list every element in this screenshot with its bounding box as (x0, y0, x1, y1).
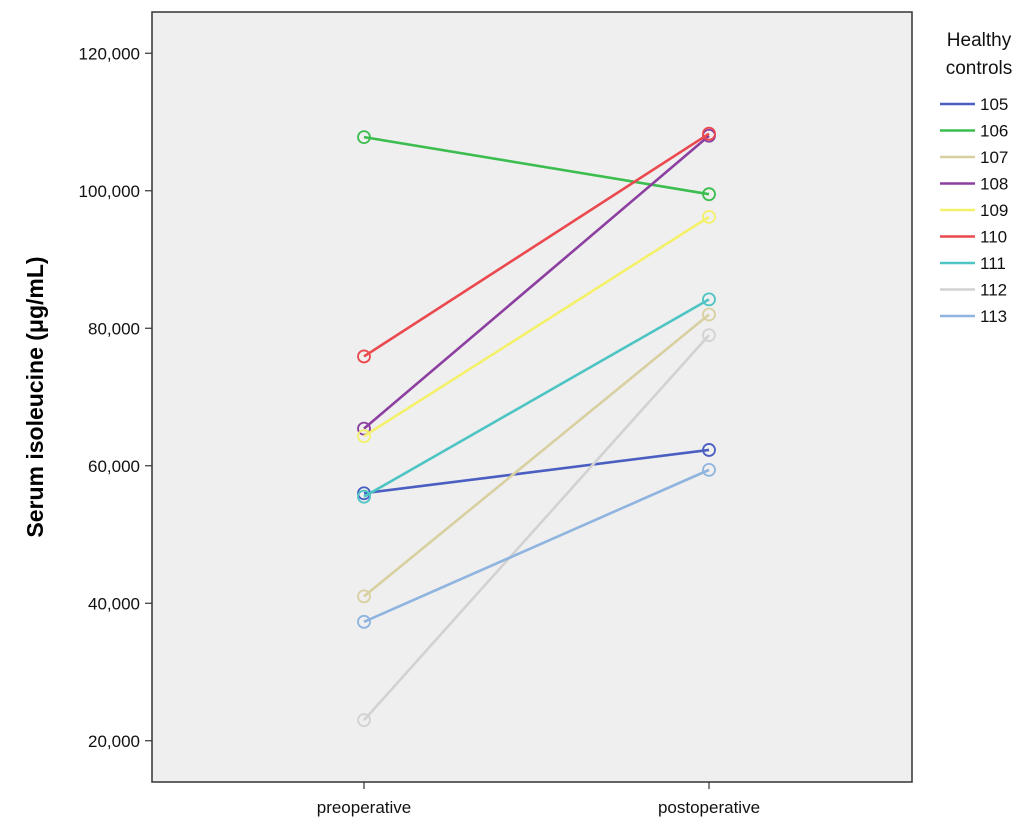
legend-label: 112 (980, 281, 1007, 300)
series-line (363, 134, 710, 430)
series-105 (357, 443, 716, 501)
legend-label: 111 (980, 254, 1006, 273)
x-axis: preoperative postoperative (317, 782, 760, 817)
data-point (357, 349, 371, 364)
legend-item: 110 (940, 228, 1007, 247)
legend-label: 107 (980, 148, 1008, 167)
legend-label: 110 (980, 228, 1007, 247)
series-111 (357, 292, 716, 504)
series-109 (357, 209, 716, 444)
data-point (702, 328, 716, 343)
data-point (702, 187, 716, 202)
data-point (702, 462, 716, 477)
series-layer (357, 126, 716, 728)
legend-label: 109 (980, 201, 1008, 220)
series-112 (357, 328, 716, 728)
legend-item: 108 (940, 175, 1008, 194)
series-line (363, 215, 710, 438)
legend-item: 109 (940, 201, 1008, 220)
data-point (357, 429, 371, 444)
legend-item: 111 (940, 254, 1006, 273)
series-line (363, 298, 710, 498)
legend-label: 105 (980, 95, 1008, 114)
series-110 (357, 126, 716, 364)
data-point (702, 307, 716, 322)
data-point (357, 489, 371, 504)
legend-label: 113 (980, 307, 1007, 326)
legend-item: 105 (940, 95, 1008, 114)
plot-area (151, 11, 913, 783)
y-tick-label: 80,000 (88, 319, 140, 338)
legend-label: 108 (980, 175, 1008, 194)
y-tick-label: 40,000 (88, 594, 140, 613)
series-line (363, 334, 710, 721)
series-line (363, 132, 710, 358)
legend-title-line2: controls (946, 58, 1013, 79)
data-point (357, 421, 371, 436)
legend-item: 107 (940, 148, 1008, 167)
data-point (702, 209, 716, 224)
legend-item: 113 (940, 307, 1007, 326)
legend-title-line1: Healthy (947, 30, 1012, 51)
x-tick-label: preoperative (317, 798, 412, 817)
data-point (357, 130, 371, 145)
y-tick-label: 20,000 (88, 732, 140, 751)
series-113 (357, 462, 716, 629)
y-axis: 20,000 40,000 60,000 80,000 100,000 120,000 (79, 44, 152, 751)
data-point (357, 614, 371, 629)
y-tick-label: 120,000 (79, 44, 140, 63)
y-tick-label: 60,000 (88, 457, 140, 476)
data-point (357, 589, 371, 604)
y-tick-label: 100,000 (79, 182, 140, 201)
data-point (702, 443, 716, 457)
series-line (363, 313, 710, 598)
data-point (357, 713, 371, 728)
series-line (363, 448, 710, 495)
data-point (702, 126, 716, 141)
y-axis-title: Serum isoleucine (μg/mL) (22, 256, 48, 537)
x-tick-label: postoperative (658, 798, 760, 817)
legend-item: 106 (940, 122, 1008, 141)
series-107 (357, 307, 716, 604)
legend-item: 112 (940, 281, 1007, 300)
legend: Healthy controls 105 106 107 108 109 110 111 11… (940, 30, 1012, 326)
legend-items: 105 106 107 108 109 110 111 112 113 (940, 95, 1008, 326)
data-point (702, 292, 716, 307)
series-line (363, 468, 710, 624)
legend-label: 106 (980, 122, 1008, 141)
